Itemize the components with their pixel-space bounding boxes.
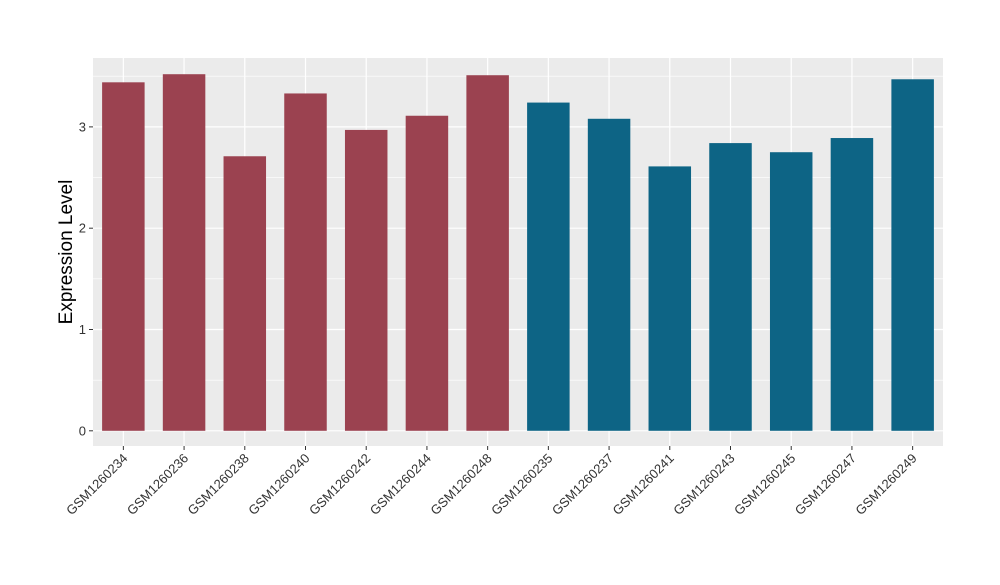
x-tick-label: GSM1260247: [792, 451, 859, 518]
y-axis: 0 1 2 3: [79, 119, 93, 438]
bar-GSM1260237: [587, 118, 631, 431]
bar-GSM1260234: [102, 82, 145, 431]
y-tick-label: 0: [79, 423, 86, 438]
bar-GSM1260241: [648, 166, 692, 431]
bar-GSM1260245: [769, 152, 813, 431]
bar-GSM1260243: [709, 143, 752, 431]
y-tick-label: 3: [79, 119, 86, 134]
plot-panel: [93, 58, 943, 446]
bar-GSM1260242: [344, 129, 388, 431]
x-tick-label: GSM1260234: [63, 451, 130, 518]
x-tick-label: GSM1260235: [488, 451, 555, 518]
x-tick-label: GSM1260236: [124, 451, 191, 518]
x-tick-label: GSM1260248: [427, 451, 494, 518]
x-tick-label: GSM1260243: [670, 451, 737, 518]
x-tick-label: GSM1260237: [549, 451, 616, 518]
bar-GSM1260244: [405, 115, 449, 431]
x-tick-label: GSM1260241: [610, 451, 677, 518]
x-tick-label: GSM1260238: [185, 451, 252, 518]
y-tick-label: 1: [79, 322, 86, 337]
y-tick-label: 2: [79, 221, 86, 236]
x-tick-label: GSM1260249: [852, 451, 919, 518]
x-axis: GSM1260234GSM1260236GSM1260238GSM1260240…: [63, 446, 920, 518]
bar-GSM1260240: [284, 93, 327, 431]
bar-GSM1260247: [830, 138, 874, 431]
bar-GSM1260249: [891, 79, 934, 431]
x-tick-label: GSM1260240: [245, 451, 312, 518]
x-tick-label: GSM1260242: [306, 451, 373, 518]
bar-GSM1260248: [466, 75, 509, 431]
bar-GSM1260236: [162, 74, 206, 431]
bars: [102, 74, 934, 431]
bar-GSM1260238: [223, 156, 267, 431]
bar-GSM1260235: [527, 102, 570, 431]
x-tick-label: GSM1260245: [731, 451, 798, 518]
x-tick-label: GSM1260244: [367, 451, 434, 518]
y-axis-title: Expression Level: [56, 180, 77, 325]
